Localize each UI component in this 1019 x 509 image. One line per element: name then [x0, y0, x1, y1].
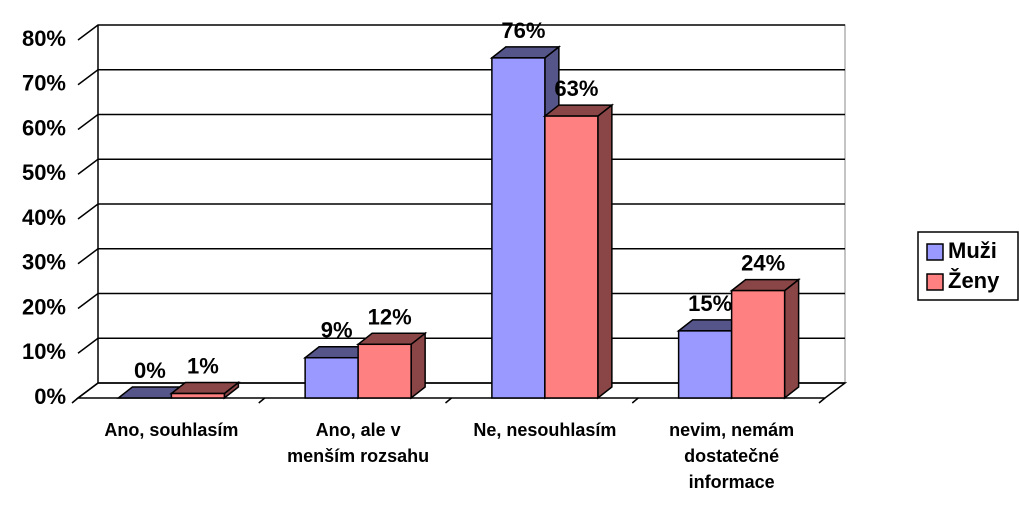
x-tick [631, 397, 639, 404]
data-label: 0% [134, 358, 166, 383]
x-tick [258, 397, 266, 404]
data-label: 15% [688, 291, 732, 316]
y-tick-label: 20% [22, 294, 66, 319]
legend-label: Ženy [948, 268, 1000, 293]
x-tick [445, 397, 452, 404]
x-tick [818, 397, 826, 404]
data-label: 63% [554, 76, 598, 101]
legend-swatch [926, 273, 944, 291]
y-tick-label: 60% [22, 115, 66, 140]
bar-side [597, 103, 613, 400]
data-label: 9% [321, 318, 353, 343]
y-tick-label: 50% [22, 160, 66, 185]
x-tick-label: nevim, nemám dostatečné informace [669, 420, 794, 492]
data-label: 12% [368, 304, 412, 329]
data-label: 24% [741, 251, 785, 276]
x-tick [71, 397, 79, 404]
bar [357, 343, 412, 399]
bar [304, 356, 359, 399]
y-tick-label: 40% [22, 205, 66, 230]
bar [677, 330, 733, 399]
x-tick-label: Ne, nesouhlasím [473, 420, 616, 440]
bar [491, 57, 546, 399]
x-tick-label: Ano, ale v menším rozsahu [287, 420, 429, 466]
legend-label: Muži [948, 238, 997, 263]
y-tick-label: 80% [22, 26, 66, 51]
data-label: 1% [187, 354, 219, 379]
grid-line [77, 69, 845, 86]
legend-swatch [926, 243, 944, 261]
y-tick-label: 70% [22, 71, 66, 96]
bar [170, 392, 226, 399]
bar [544, 115, 599, 399]
bar-side [783, 278, 800, 400]
x-tick-label: Ano, souhlasím [104, 420, 238, 440]
y-tick-label: 0% [34, 384, 66, 409]
bar [730, 289, 786, 399]
data-label: 76% [501, 18, 545, 43]
y-tick-label: 10% [22, 339, 66, 364]
y-tick-label: 30% [22, 250, 66, 275]
grid-line [77, 24, 845, 41]
